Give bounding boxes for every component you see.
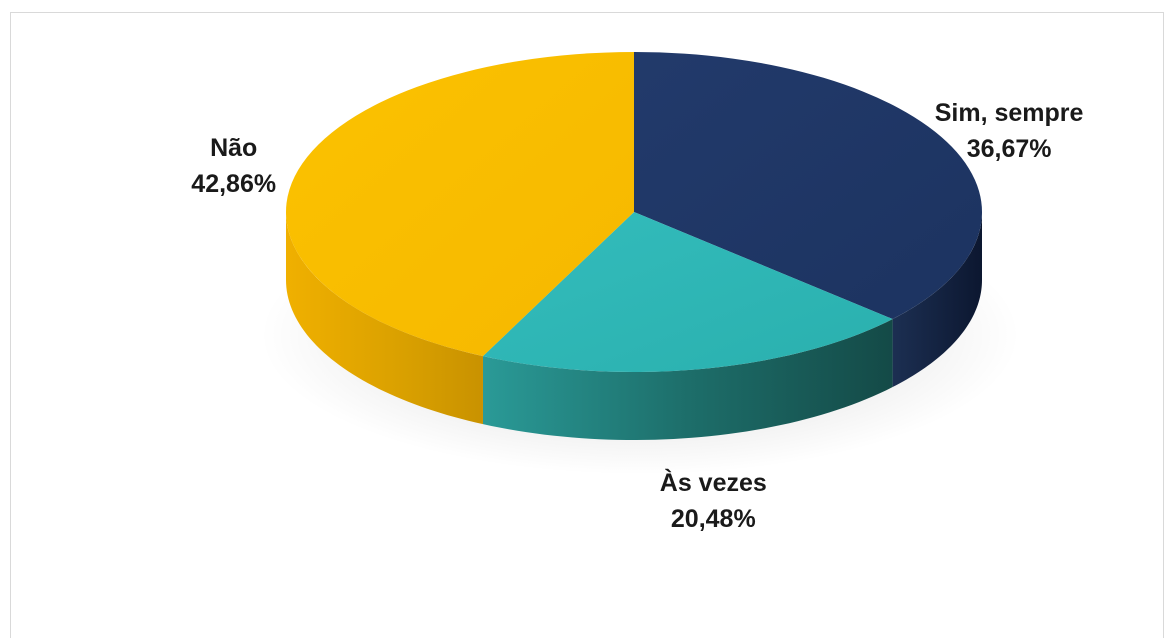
- pie-slice-side: [482, 319, 893, 440]
- data-label-value: 20,48%: [671, 505, 756, 533]
- data-label-category: Às vezes: [660, 468, 767, 497]
- data-label-category: Sim, sempre: [935, 99, 1084, 127]
- pie-slice: [634, 52, 983, 320]
- data-label-value: 36,67%: [967, 135, 1052, 163]
- pie-slice: [285, 51, 634, 357]
- data-label-value: 42,86%: [191, 170, 276, 198]
- pie-slice-side: [892, 212, 982, 388]
- data-label-category: Não: [210, 134, 257, 162]
- data-label: Não 42,86%: [191, 134, 276, 198]
- pie-sides: [286, 212, 982, 440]
- data-label: Sim, sempre 36,67%: [935, 99, 1084, 163]
- pie-tops: [285, 51, 983, 373]
- pie-slice: [482, 212, 893, 373]
- data-label: Às vezes 20,48%: [660, 468, 767, 533]
- data-labels: Sim, sempre 36,67% Às vezes 20,48% Não 42,86%: [191, 99, 1083, 533]
- pie-slice-side: [286, 212, 483, 425]
